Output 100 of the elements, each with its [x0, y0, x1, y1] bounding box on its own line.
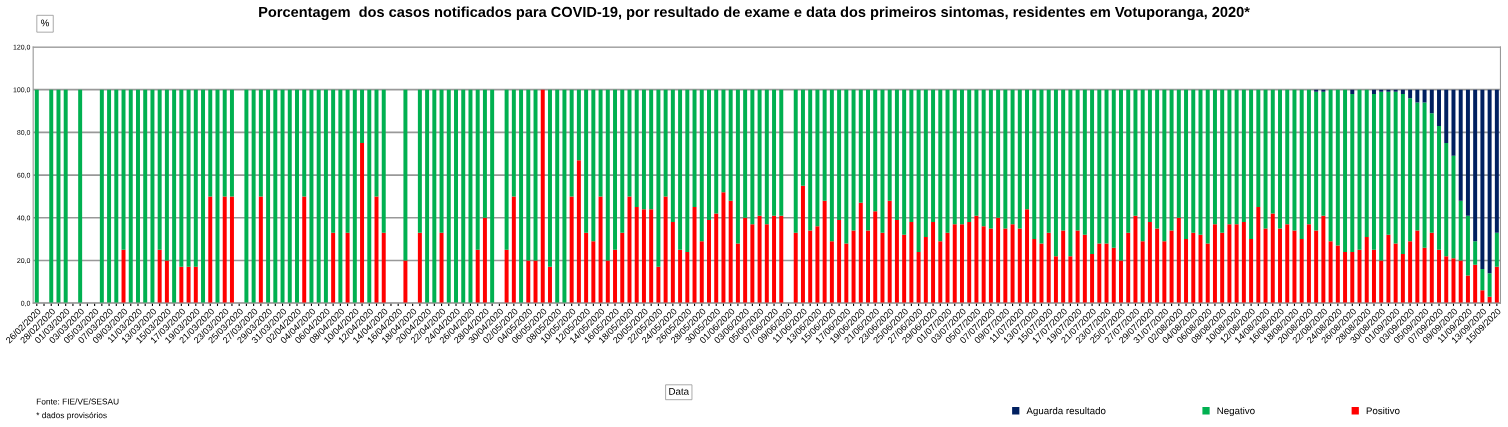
bar	[1350, 93, 1355, 252]
bar	[750, 89, 755, 225]
bar	[1090, 254, 1095, 304]
bar	[302, 196, 307, 304]
y-axis-title: %	[41, 19, 50, 27]
bar	[280, 89, 285, 304]
bar	[186, 266, 191, 304]
bar	[461, 89, 466, 304]
bar	[1364, 236, 1369, 304]
bar	[931, 89, 936, 223]
bar	[208, 89, 213, 197]
bar	[1350, 251, 1355, 304]
bar	[381, 89, 386, 233]
bar	[222, 196, 227, 304]
bar	[454, 89, 458, 304]
bar	[1039, 243, 1044, 304]
bar	[1494, 232, 1499, 267]
bar	[880, 89, 885, 233]
bar	[1379, 91, 1384, 261]
bar	[381, 232, 386, 304]
bar	[591, 89, 596, 242]
bar	[1314, 91, 1319, 231]
bar	[1408, 89, 1413, 99]
bar	[873, 89, 878, 212]
bar	[974, 89, 979, 216]
bar	[1039, 89, 1044, 244]
bar	[468, 89, 473, 304]
bar	[1046, 232, 1051, 304]
bar	[699, 89, 704, 242]
bar	[1111, 247, 1116, 304]
bar	[1480, 89, 1485, 270]
bar	[1379, 260, 1384, 304]
bar	[866, 230, 870, 304]
bar	[201, 89, 206, 304]
bar	[439, 232, 444, 304]
bar	[743, 89, 748, 218]
bar	[605, 260, 610, 304]
bar	[1140, 241, 1145, 304]
bar	[627, 89, 632, 197]
bar	[1278, 89, 1282, 229]
bar	[1234, 89, 1239, 225]
bar	[229, 196, 234, 304]
bar	[1162, 241, 1167, 304]
bar	[967, 222, 972, 304]
bar	[1335, 89, 1340, 246]
bar	[323, 89, 328, 304]
bar	[367, 89, 372, 304]
bar	[1155, 89, 1160, 229]
bar	[800, 89, 805, 186]
bar	[735, 89, 740, 244]
bar	[1212, 224, 1217, 304]
bar	[902, 234, 907, 304]
bar	[663, 196, 668, 304]
bar	[1429, 232, 1434, 304]
bar	[1371, 93, 1376, 250]
bar	[1270, 89, 1275, 214]
bar	[844, 243, 849, 304]
bar	[707, 89, 711, 220]
bar	[938, 89, 943, 242]
bar	[1227, 89, 1232, 225]
bar	[1328, 241, 1333, 304]
bar	[931, 222, 936, 304]
bar	[1104, 89, 1109, 244]
bar	[482, 89, 487, 218]
bar	[1241, 222, 1246, 304]
bar	[1306, 89, 1311, 225]
bar	[1328, 89, 1333, 242]
bar	[562, 89, 567, 304]
bar	[779, 215, 784, 304]
bar	[757, 89, 762, 216]
bar	[1494, 266, 1499, 304]
bar	[1321, 215, 1326, 304]
bar	[345, 232, 350, 304]
bar	[1487, 89, 1492, 274]
bar	[1263, 228, 1268, 304]
bar	[945, 89, 950, 233]
bar	[309, 89, 314, 304]
bar	[1292, 89, 1297, 231]
bar	[1473, 241, 1478, 265]
bar	[1032, 239, 1037, 304]
bar	[584, 89, 589, 233]
bar	[1451, 89, 1456, 156]
bar	[432, 89, 437, 304]
bar	[1408, 98, 1413, 242]
bar	[1184, 239, 1189, 304]
bar	[135, 89, 140, 304]
bar	[685, 89, 690, 252]
legend-label: Aguarda resultado	[1026, 407, 1106, 417]
bar	[981, 226, 986, 304]
bar	[887, 89, 892, 201]
bar	[511, 89, 516, 197]
bar	[952, 89, 957, 225]
bar	[1364, 89, 1369, 237]
bar	[923, 236, 928, 304]
bar	[634, 89, 639, 208]
bar	[1386, 91, 1391, 235]
bar	[576, 160, 581, 304]
bar	[1451, 155, 1456, 259]
bar	[1053, 256, 1058, 304]
bar	[620, 232, 625, 304]
